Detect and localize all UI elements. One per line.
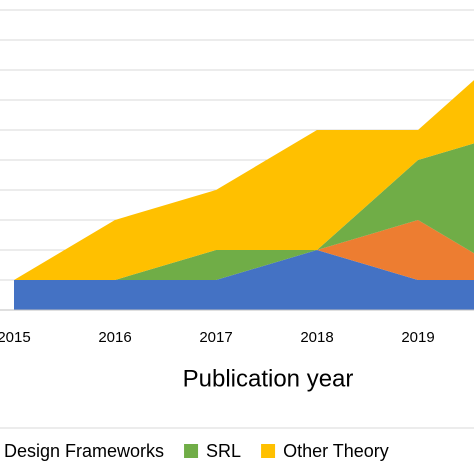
legend-label: Design Frameworks [4,441,164,461]
legend-marker [184,444,199,458]
x-axis-title: Publication year [183,365,354,392]
legend-label: Other Theory [283,441,389,461]
x-tick-label: 2019 [401,329,434,346]
area [14,80,474,280]
axis: 201520162017201820192020 [0,309,474,346]
legend-box [0,427,474,429]
legend: Design Frameworks SRL Other Theory [0,427,474,461]
legend-label: SRL [206,441,241,461]
areas [14,80,474,310]
area [14,250,474,310]
area [14,220,474,280]
legend-marker [261,444,276,458]
x-tick-label: 2018 [300,329,333,346]
x-tick-label: 2016 [98,329,131,346]
x-tick-label: 2015 [0,329,31,346]
area [14,143,474,280]
x-tick-label: 2017 [199,329,232,346]
